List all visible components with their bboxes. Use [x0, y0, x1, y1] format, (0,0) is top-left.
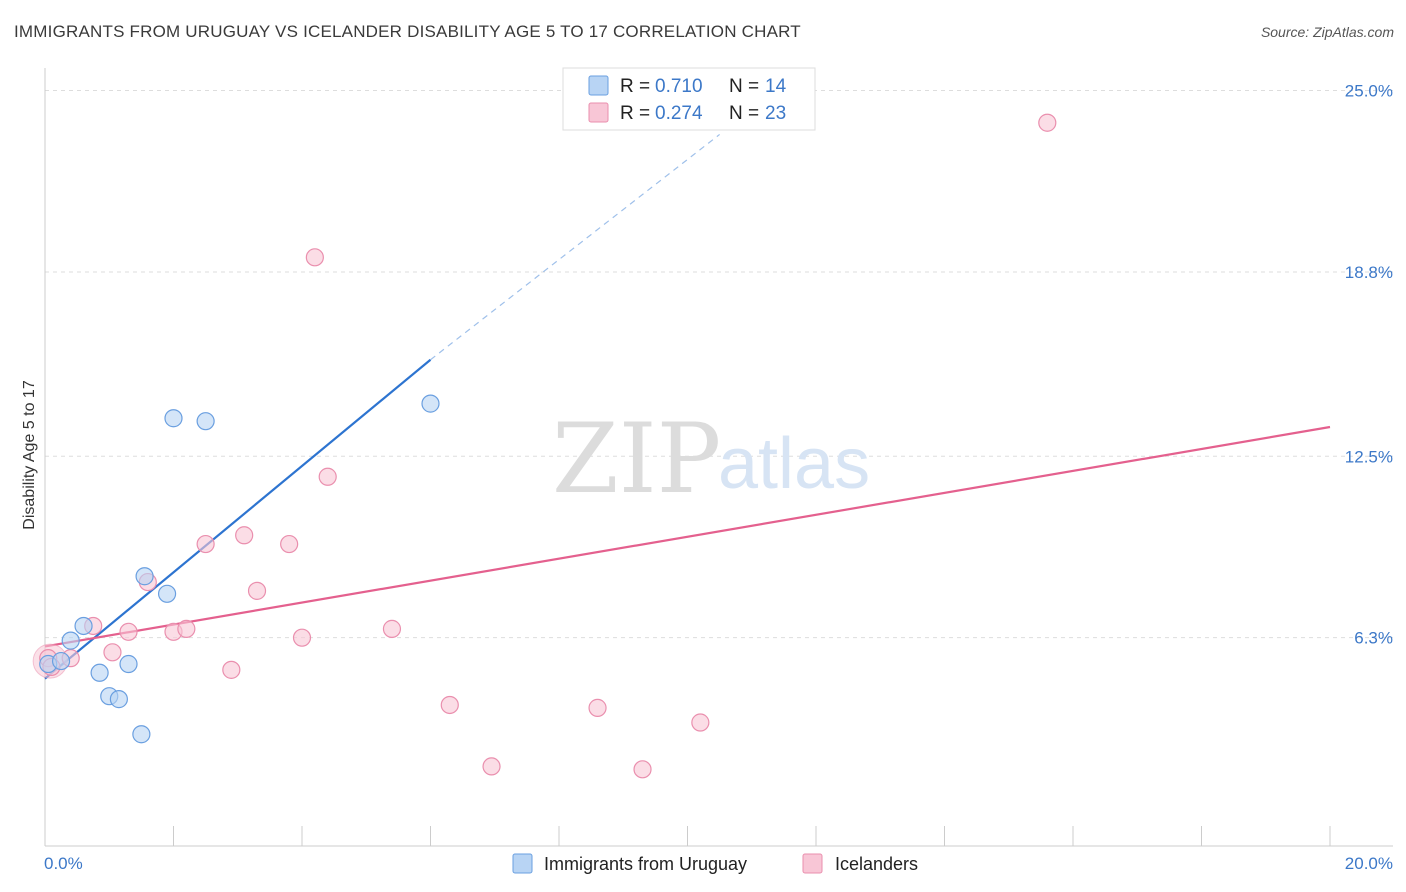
- grid-lines: [45, 90, 1393, 639]
- point-pink-20: [588, 698, 607, 717]
- legend-swatch-pink: [588, 102, 609, 123]
- point-blue-11: [164, 409, 183, 428]
- chart-title: IMMIGRANTS FROM URUGUAY VS ICELANDER DIS…: [14, 22, 801, 41]
- point-pink-16: [318, 467, 337, 486]
- legend-r-value-1: 0.710: [655, 76, 703, 97]
- y-axis-label: Disability Age 5 to 17: [21, 380, 38, 530]
- source-label: Source: ZipAtlas.com: [1260, 24, 1394, 40]
- y-tick-label-0: 6.3%: [1354, 629, 1393, 648]
- point-blue-13: [421, 394, 440, 413]
- watermark: ZIP atlas: [552, 403, 870, 515]
- bottom-legend-label-uruguay: Immigrants from Uruguay: [544, 854, 747, 874]
- trend-line-uruguay: [44, 358, 432, 680]
- point-blue-7: [119, 654, 138, 674]
- point-pink-9: [196, 534, 215, 554]
- legend-r-label-2: R =: [620, 103, 650, 124]
- point-pink-22: [691, 713, 710, 732]
- point-pink-17: [382, 619, 402, 638]
- bottom-legend-label-icelanders: Icelanders: [835, 854, 918, 874]
- stats-legend: R = 0.710 N = 14 R = 0.274 N = 23: [562, 67, 816, 131]
- y-tick-labels: 6.3% 12.5% 18.8% 25.0%: [1345, 82, 1393, 648]
- legend-n-label-2: N =: [729, 103, 759, 124]
- y-tick-label-2: 18.8%: [1345, 263, 1393, 282]
- point-pink-23: [1038, 113, 1057, 132]
- point-pink-15: [305, 248, 324, 267]
- point-pink-4: [103, 643, 122, 662]
- series-legend: Immigrants from Uruguay Icelanders: [512, 853, 918, 874]
- x-tick-labels: 0.0% 20.0%: [44, 854, 1393, 873]
- y-tick-label-1: 12.5%: [1345, 447, 1393, 466]
- point-pink-12: [247, 581, 267, 600]
- point-pink-11: [235, 526, 254, 545]
- point-blue-9: [135, 567, 154, 586]
- point-pink-18: [440, 695, 459, 715]
- legend-swatch-blue: [588, 75, 609, 96]
- legend-r-value-2: 0.274: [655, 103, 703, 124]
- point-blue-8: [132, 725, 151, 744]
- point-pink-10: [222, 660, 241, 679]
- point-pink-19: [482, 757, 501, 776]
- point-blue-2: [61, 631, 80, 650]
- point-pink-8: [177, 619, 196, 638]
- legend-r-label-1: R =: [620, 76, 650, 97]
- axes: [44, 68, 1393, 847]
- watermark-zip: ZIP: [552, 403, 721, 515]
- point-pink-21: [633, 760, 652, 779]
- x-tick-label-1: 20.0%: [1345, 854, 1393, 873]
- point-blue-6: [109, 690, 128, 709]
- point-pink-13: [280, 534, 299, 554]
- point-pink-5: [119, 622, 138, 641]
- point-pink-14: [292, 628, 312, 647]
- watermark-atlas: atlas: [718, 424, 870, 504]
- point-blue-1: [51, 651, 71, 671]
- trend-line-icelanders: [44, 425, 1331, 648]
- trend-lines: [44, 133, 1331, 680]
- bottom-legend-swatch-blue: [512, 853, 533, 874]
- legend-n-value-2: 23: [765, 103, 786, 124]
- point-blue-3: [74, 616, 93, 636]
- data-points: [32, 113, 1057, 779]
- y-tick-label-3: 25.0%: [1345, 82, 1393, 101]
- point-blue-12: [196, 412, 215, 431]
- bottom-legend-swatch-pink: [802, 853, 823, 874]
- point-blue-10: [157, 584, 177, 603]
- trend-line-uruguay-extension: [430, 133, 720, 361]
- legend-n-value-1: 14: [765, 76, 787, 97]
- legend-n-label-1: N =: [729, 76, 759, 97]
- point-blue-4: [90, 663, 109, 682]
- x-tick-label-0: 0.0%: [44, 854, 83, 873]
